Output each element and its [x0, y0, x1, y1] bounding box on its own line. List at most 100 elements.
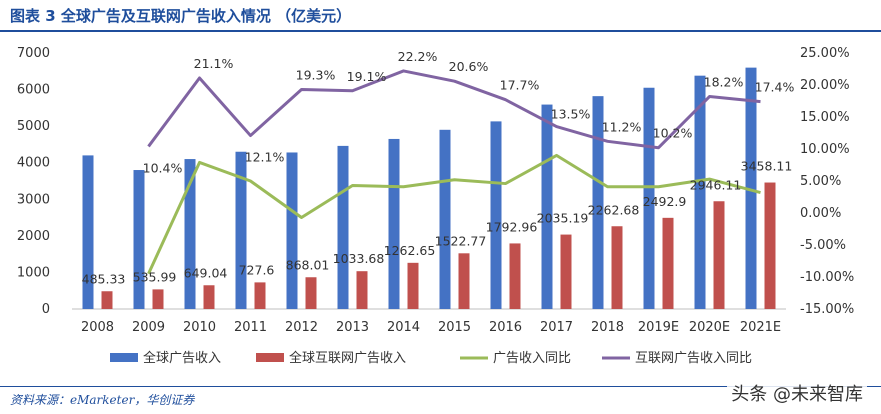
x-tick-label: 2013 — [336, 320, 369, 335]
line-data-label: 13.5% — [551, 107, 591, 122]
bar-data-label: 2035.19 — [537, 211, 589, 226]
bar-internet-ad-revenue — [560, 234, 572, 309]
bar-internet-ad-revenue — [764, 182, 776, 309]
bar-global-ad-revenue — [235, 151, 247, 309]
y-right-tick-label: -10.00% — [800, 270, 854, 285]
line-internet-ad-revenue-yoy — [147, 69, 761, 150]
y-left-tick-label: 5000 — [17, 119, 50, 134]
x-tick-label: 2017 — [540, 320, 573, 335]
legend-label: 广告收入同比 — [493, 351, 571, 366]
x-tick-label: 2016 — [489, 320, 522, 335]
bar-global-ad-revenue — [541, 104, 553, 310]
bar-internet-ad-revenue — [611, 226, 623, 309]
source-note: 资料来源：eMarketer，华创证券 — [10, 393, 195, 407]
line-data-label: 10.4% — [143, 160, 183, 175]
y-left-tick-label: 4000 — [17, 156, 50, 171]
y-left-tick-label: 1000 — [17, 265, 50, 280]
bar-global-ad-revenue — [694, 75, 706, 309]
x-tick-label: 2009 — [132, 320, 165, 335]
line-data-label: 17.7% — [500, 78, 540, 93]
line-data-label: 18.2% — [704, 75, 744, 90]
y-right-tick-label: 25.00% — [800, 46, 850, 61]
chart-svg: 0 1000 2000 3000 4000 5000 6000 7000 -15.00% -10.… — [17, 46, 854, 366]
bar-internet-ad-revenue — [509, 243, 521, 309]
y-left-tick-label: 0 — [42, 302, 50, 317]
y-right-tick-label: 20.00% — [800, 78, 850, 93]
line-data-label: 17.4% — [755, 80, 795, 95]
line-data-label: 20.6% — [449, 59, 489, 74]
bar-data-label: 2262.68 — [588, 202, 640, 217]
chart-area: 0 1000 2000 3000 4000 5000 6000 7000 -15.00% -10.… — [0, 32, 881, 382]
line-data-label: 21.1% — [194, 56, 234, 71]
bar-data-label: 1262.65 — [384, 243, 436, 258]
bar-data-label: 649.04 — [184, 265, 228, 280]
bar-global-ad-revenue — [388, 138, 400, 309]
x-tick-label: 2015 — [438, 320, 471, 335]
legend-label: 全球互联网广告收入 — [289, 350, 406, 366]
line-ad-revenue-yoy — [147, 153, 761, 275]
bar-data-label: 2946.11 — [690, 177, 742, 192]
line-data-label: 10.2% — [653, 126, 693, 141]
bar-data-label: 1033.68 — [333, 251, 385, 266]
legend-swatch — [110, 353, 138, 362]
figure-title: 图表 3 全球广告及互联网广告收入情况 （亿美元） — [10, 7, 352, 25]
bar-data-label: 1792.96 — [486, 219, 538, 234]
watermark: 头条 @未来智库 — [727, 378, 867, 408]
bar-internet-ad-revenue — [458, 253, 470, 309]
bar-data-label: 727.6 — [239, 262, 275, 277]
bar-global-ad-revenue — [337, 145, 349, 309]
y-right-tick-label: 5.00% — [800, 174, 841, 189]
x-tick-label: 2020E — [689, 320, 730, 335]
bar-global-ad-revenue — [133, 170, 145, 309]
bar-internet-ad-revenue — [101, 291, 113, 309]
bar-data-label: 1522.77 — [435, 233, 487, 248]
bar-internet-ad-revenue — [203, 285, 215, 309]
bar-data-label: 535.99 — [133, 269, 177, 284]
bar-data-label: 3458.11 — [741, 159, 793, 174]
y-right-tick-label: 10.00% — [800, 142, 850, 157]
x-tick-label: 2021E — [740, 320, 781, 335]
line-data-label: 22.2% — [398, 49, 438, 64]
bar-global-ad-revenue — [82, 155, 94, 309]
x-tick-label: 2011 — [234, 320, 267, 335]
bar-global-ad-revenue — [490, 121, 502, 309]
bar-data-label: 2492.9 — [643, 194, 687, 209]
bar-global-ad-revenue — [643, 87, 655, 309]
bar-internet-ad-revenue — [152, 289, 164, 309]
legend-label: 互联网广告收入同比 — [635, 351, 752, 366]
bar-internet-ad-revenue — [662, 217, 674, 309]
x-tick-label: 2018 — [591, 320, 624, 335]
x-tick-label: 2019E — [638, 320, 679, 335]
bar-internet-ad-revenue — [254, 282, 266, 309]
legend-swatch — [256, 353, 284, 362]
y-left-tick-label: 6000 — [17, 83, 50, 98]
y-left-tick-label: 2000 — [17, 229, 50, 244]
bar-data-label: 485.33 — [82, 271, 126, 286]
bar-global-ad-revenue — [745, 67, 757, 309]
bar-internet-ad-revenue — [407, 262, 419, 309]
y-left-tick-label: 3000 — [17, 192, 50, 207]
y-right-tick-label: 15.00% — [800, 110, 850, 125]
y-left-tick-label: 7000 — [17, 46, 50, 61]
line-data-label: 12.1% — [245, 150, 285, 165]
y-right-tick-label: 0.00% — [800, 206, 841, 221]
bar-internet-ad-revenue — [713, 201, 725, 309]
x-tick-label: 2008 — [81, 320, 114, 335]
bar-global-ad-revenue — [592, 96, 604, 309]
bar-internet-ad-revenue — [305, 277, 317, 309]
line-data-label: 11.2% — [602, 119, 642, 134]
x-tick-label: 2010 — [183, 320, 216, 335]
bar-global-ad-revenue — [286, 152, 298, 309]
bar-global-ad-revenue — [184, 159, 196, 309]
line-data-label: 19.3% — [296, 67, 336, 82]
bottom-divider — [0, 386, 881, 387]
y-right-tick-label: -15.00% — [800, 302, 854, 317]
x-tick-label: 2012 — [285, 320, 318, 335]
line-data-label: 19.1% — [347, 69, 387, 84]
bar-internet-ad-revenue — [356, 271, 368, 309]
x-tick-label: 2014 — [387, 320, 420, 335]
legend-label: 全球广告收入 — [143, 350, 221, 366]
y-right-tick-label: -5.00% — [800, 238, 846, 253]
bar-global-ad-revenue — [439, 129, 451, 309]
bar-data-label: 868.01 — [286, 257, 330, 272]
